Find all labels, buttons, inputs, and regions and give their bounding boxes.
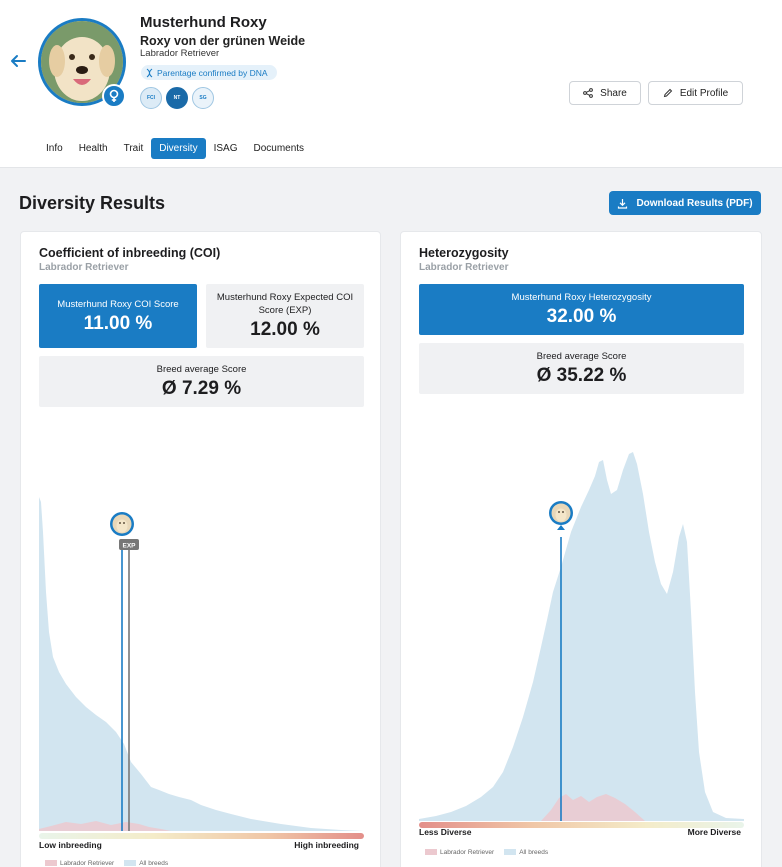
coi-gradient-bar <box>39 833 364 839</box>
share-icon <box>583 88 594 98</box>
het-score-value: 32.00 % <box>546 306 617 327</box>
pencil-icon <box>663 88 673 98</box>
coi-low-label: Low inbreeding <box>39 840 102 850</box>
tab-trait[interactable]: Trait <box>123 143 144 154</box>
back-arrow-icon[interactable] <box>9 52 27 70</box>
dog-kennel-name: Roxy von der grünen Weide <box>140 34 306 48</box>
profile-tabs: Info Health Trait Diversity ISAG Documen… <box>38 138 312 159</box>
coi-score-label: Musterhund Roxy COI Score <box>57 298 179 310</box>
het-legend-all: All breeds <box>504 849 548 856</box>
nt-certificate-icon: NT <box>166 87 188 109</box>
het-low-label: Less Diverse <box>419 827 472 837</box>
tab-diversity[interactable]: Diversity <box>151 138 206 159</box>
coi-average-label: Breed average Score <box>156 364 247 375</box>
het-legend: Labrador Retriever All breeds <box>425 849 548 856</box>
coi-marker-avatar <box>110 512 134 536</box>
tab-documents[interactable]: Documents <box>253 143 305 154</box>
female-icon <box>102 84 126 108</box>
coi-title: Coefficient of inbreeding (COI) <box>39 246 221 260</box>
coi-score-value: 11.00 % <box>83 312 153 334</box>
het-gradient-bar <box>419 822 744 828</box>
download-results-button[interactable]: Download Results (PDF) <box>609 191 761 215</box>
het-average-value: Ø 35.22 % <box>536 365 627 386</box>
dna-badge-label: Parentage confirmed by DNA <box>157 67 268 78</box>
tab-health[interactable]: Health <box>78 143 108 154</box>
edit-profile-button[interactable]: Edit Profile <box>648 81 743 105</box>
dog-photo <box>41 21 123 103</box>
het-legend-breed: Labrador Retriever <box>425 849 494 856</box>
page-title: Diversity Results <box>19 193 166 213</box>
het-marker-avatar <box>549 501 573 530</box>
coi-exp-box: Musterhund Roxy Expected COI Score (EXP)… <box>206 284 364 348</box>
dna-icon <box>146 68 153 77</box>
sg-certificate-icon: SG <box>192 87 214 109</box>
het-breed: Labrador Retriever <box>419 262 509 273</box>
coi-high-label: High inbreeding <box>294 840 359 850</box>
het-score-box: Musterhund Roxy Heterozygosity 32.00 % <box>419 284 744 335</box>
fci-certificate-icon: FCI <box>140 87 162 109</box>
share-button[interactable]: Share <box>569 81 641 105</box>
coi-all-breeds-area <box>39 497 364 831</box>
tab-isag[interactable]: ISAG <box>213 143 238 154</box>
coi-exp-value: 12.00 % <box>250 319 320 340</box>
dog-breed: Labrador Retriever <box>140 48 220 59</box>
het-title: Heterozygosity <box>419 246 509 260</box>
avatar <box>38 18 126 106</box>
coi-exp-label: Musterhund Roxy Expected COI Score (EXP) <box>216 292 354 316</box>
coi-legend-all: All breeds <box>124 860 168 867</box>
het-average-label: Breed average Score <box>536 351 627 362</box>
share-label: Share <box>600 87 627 99</box>
certificates: FCI NT SG <box>140 87 214 109</box>
coi-card: Coefficient of inbreeding (COI) Labrador… <box>20 231 381 867</box>
coi-distribution-chart: EXP <box>39 497 364 839</box>
coi-score-box: Musterhund Roxy COI Score 11.00 % <box>39 284 197 348</box>
coi-exp-tag <box>119 539 139 550</box>
coi-legend: Labrador Retriever All breeds <box>45 860 168 867</box>
tab-info[interactable]: Info <box>46 143 63 154</box>
coi-legend-breed: Labrador Retriever <box>45 860 114 867</box>
heterozygosity-card: Heterozygosity Labrador Retriever Muster… <box>400 231 762 867</box>
het-high-label: More Diverse <box>687 827 741 837</box>
download-results-label: Download Results (PDF) <box>636 197 753 209</box>
coi-average-value: Ø 7.29 % <box>161 378 242 399</box>
het-all-breeds-area <box>419 452 744 821</box>
het-breed-area <box>541 794 645 821</box>
het-average-box: Breed average Score Ø 35.22 % <box>419 343 744 394</box>
coi-breed: Labrador Retriever <box>39 262 129 273</box>
het-distribution-chart <box>419 452 744 828</box>
download-icon <box>618 198 628 209</box>
dna-badge: Parentage confirmed by DNA <box>141 65 277 80</box>
edit-profile-label: Edit Profile <box>679 87 729 99</box>
het-score-label: Musterhund Roxy Heterozygosity <box>511 292 652 303</box>
coi-breed-area <box>39 821 171 831</box>
dog-name: Musterhund Roxy <box>140 14 267 31</box>
coi-average-box: Breed average Score Ø 7.29 % <box>39 356 364 407</box>
coi-exp-tag-label: EXP <box>122 543 136 550</box>
profile-header: Musterhund Roxy Roxy von der grünen Weid… <box>0 0 782 168</box>
